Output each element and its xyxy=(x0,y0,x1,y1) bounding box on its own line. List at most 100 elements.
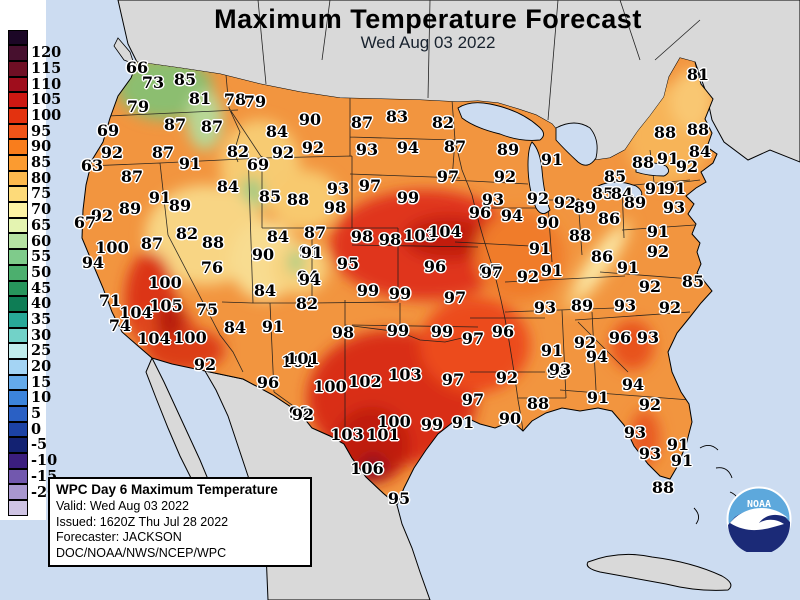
colorbar-row xyxy=(8,29,68,46)
colorbar-tick-label: 45 xyxy=(31,279,52,297)
colorbar-tick-label: 0 xyxy=(31,420,42,438)
colorbar-swatch xyxy=(8,280,28,297)
colorbar-tick-label: 100 xyxy=(31,107,62,125)
colorbar-tick-label: 5 xyxy=(31,405,42,423)
colorbar-row: 90 xyxy=(8,139,68,156)
colorbar-swatch xyxy=(8,437,28,454)
conus-temperature-field xyxy=(82,58,717,505)
colorbar-swatch xyxy=(8,421,28,438)
colorbar-swatch xyxy=(8,60,28,77)
colorbar-row: 10 xyxy=(8,389,68,407)
colorbar-row: 100 xyxy=(8,107,68,125)
colorbar-row: 115 xyxy=(8,59,68,77)
colorbar-tick-label: 95 xyxy=(31,122,52,140)
issued-line: Issued: 1620Z Thu Jul 28 2022 xyxy=(56,514,229,529)
colorbar-row: -15 xyxy=(8,468,68,485)
great-lakes xyxy=(457,102,669,214)
colorbar-swatch xyxy=(8,468,28,485)
colorbar-tick-label: 50 xyxy=(31,263,52,281)
colorbar-row: 20 xyxy=(8,358,68,376)
colorbar-tick-label: 65 xyxy=(31,216,52,234)
canada-province-borders xyxy=(257,0,701,121)
colorbar-row: 0 xyxy=(8,420,68,438)
colorbar-tick-label: 40 xyxy=(31,295,52,313)
colorbar-swatch xyxy=(8,186,28,203)
colorbar-row: 25 xyxy=(8,342,68,360)
colorbar-swatch xyxy=(8,139,28,155)
colorbar-tick-label: 10 xyxy=(31,389,52,407)
colorbar-tick-label: 80 xyxy=(31,169,52,187)
colorbar-tick-label: 20 xyxy=(31,358,52,376)
product-info-box: WPC Day 6 Maximum Temperature Valid: Wed… xyxy=(48,477,312,568)
state-borders xyxy=(87,63,706,432)
agency-line: DOC/NOAA/NWS/NCEP/WPC xyxy=(56,545,227,560)
colorbar-swatch xyxy=(8,390,28,406)
colorbar-swatch xyxy=(8,500,28,516)
colorbar-row: 15 xyxy=(8,373,68,391)
colorbar-row: 50 xyxy=(8,263,68,281)
colorbar-tick-label: 85 xyxy=(31,154,52,172)
colorbar-swatch xyxy=(8,29,28,46)
colorbar-tick-label: 110 xyxy=(31,75,62,93)
colorbar-swatch xyxy=(8,45,28,61)
colorbar-swatch xyxy=(8,202,28,218)
colorbar-tick-label: -10 xyxy=(31,452,58,470)
colorbar-row: 95 xyxy=(8,122,68,140)
conus-outline xyxy=(81,61,718,506)
colorbar-swatch xyxy=(8,264,28,281)
vancouver-island xyxy=(113,37,135,65)
colorbar-row: 120 xyxy=(8,44,68,62)
colorbar-swatch xyxy=(8,343,28,359)
colorbar-swatch xyxy=(8,484,28,501)
colorbar-swatch xyxy=(8,406,28,422)
colorbar-swatch xyxy=(8,76,28,93)
noaa-logo-text: NOAA xyxy=(747,499,771,510)
colorbar-swatch xyxy=(8,107,28,124)
colorbar-row: 70 xyxy=(8,201,68,219)
colorbar-swatch xyxy=(8,311,28,328)
colorbar-tick-label: 30 xyxy=(31,326,52,344)
colorbar-tick-label: 115 xyxy=(31,59,62,77)
forecaster-line: Forecaster: JACKSON xyxy=(56,530,182,545)
colorbar-row: 40 xyxy=(8,295,68,313)
colorbar-tick-label: -5 xyxy=(31,436,48,454)
colorbar-swatch xyxy=(8,296,28,312)
colorbar-tick-label: 35 xyxy=(31,310,52,328)
colorbar-row: -5 xyxy=(8,436,68,454)
colorbar-swatch xyxy=(8,233,28,250)
colorbar-tick-label: 120 xyxy=(31,44,62,62)
noaa-logo: NOAA xyxy=(726,486,792,552)
colorbar-swatch xyxy=(8,374,28,391)
colorbar-swatch xyxy=(8,249,28,265)
colorbar-row: 65 xyxy=(8,216,68,234)
colorbar-swatch xyxy=(8,217,28,234)
colorbar-row: -10 xyxy=(8,452,68,470)
colorbar-row xyxy=(8,500,68,517)
colorbar-swatch xyxy=(8,358,28,375)
colorbar-tick-label: 60 xyxy=(31,232,52,250)
colorbar-row: 105 xyxy=(8,91,68,109)
colorbar-swatch xyxy=(8,453,28,469)
colorbar-row: 55 xyxy=(8,248,68,266)
colorbar-row: 5 xyxy=(8,405,68,423)
temperature-colorbar: 120 115 110 105 100 95 90 85 80 75 70 65 60 55 50 45 40 3… xyxy=(8,29,68,517)
colorbar-swatch xyxy=(8,123,28,140)
colorbar-swatch xyxy=(8,155,28,171)
colorbar-swatch xyxy=(8,327,28,344)
colorbar-tick-label: 15 xyxy=(31,373,52,391)
colorbar-swatch xyxy=(8,92,28,108)
colorbar-row: 80 xyxy=(8,169,68,187)
colorbar-tick-label: 70 xyxy=(31,201,52,219)
colorbar-tick-label: 25 xyxy=(31,342,52,360)
colorbar-row: 45 xyxy=(8,279,68,297)
colorbar-swatch xyxy=(8,170,28,187)
colorbar-tick-label: 75 xyxy=(31,185,52,203)
colorbar-tick-label: 105 xyxy=(31,91,62,109)
colorbar-tick-label: 55 xyxy=(31,248,52,266)
colorbar-row: 60 xyxy=(8,232,68,250)
colorbar-row: 35 xyxy=(8,310,68,328)
colorbar-row: 75 xyxy=(8,185,68,203)
cuba xyxy=(586,553,732,591)
colorbar-row: 30 xyxy=(8,326,68,344)
